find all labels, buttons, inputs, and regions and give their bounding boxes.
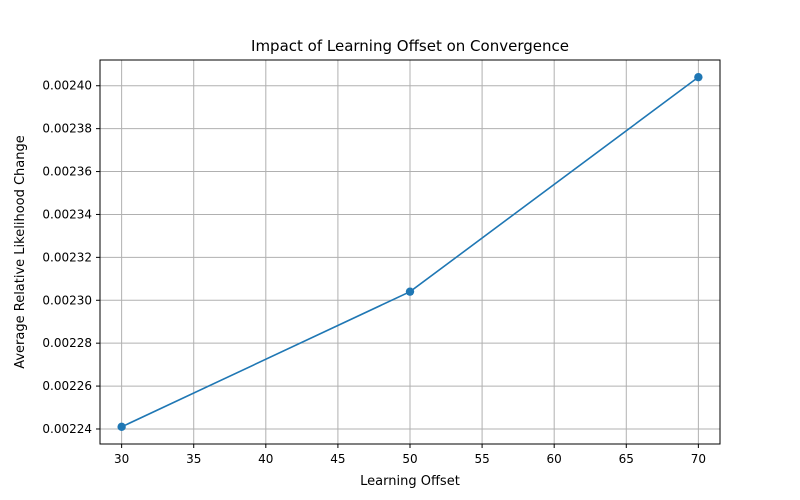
x-axis-ticks: 30 35 40 45 50 55 60 65 70	[114, 444, 706, 466]
x-tick-label: 30	[114, 452, 129, 466]
grid	[100, 60, 720, 444]
y-tick-label: 0.00232	[42, 250, 92, 264]
data-point-marker	[117, 422, 126, 432]
x-tick-label: 70	[691, 452, 706, 466]
y-tick-label: 0.00240	[42, 79, 92, 93]
x-tick-label: 35	[186, 452, 201, 466]
x-tick-label: 65	[619, 452, 634, 466]
x-axis-label: Learning Offset	[360, 474, 460, 489]
x-tick-label: 55	[474, 452, 489, 466]
x-tick-label: 60	[547, 452, 562, 466]
x-tick-label: 45	[330, 452, 345, 466]
y-tick-label: 0.00234	[42, 207, 92, 221]
y-axis-label: Average Relative Likelihood Change	[13, 135, 28, 369]
y-tick-label: 0.00228	[42, 336, 92, 350]
y-tick-label: 0.00224	[42, 422, 92, 436]
y-tick-label: 0.00230	[42, 293, 92, 307]
data-point-marker	[405, 287, 415, 296]
y-tick-label: 0.00236	[42, 165, 92, 179]
y-axis-ticks: 0.00224 0.00226 0.00228 0.00230 0.00232 0.002…	[42, 79, 100, 436]
data-point-marker	[694, 72, 703, 82]
y-tick-label: 0.00226	[42, 379, 92, 393]
x-tick-label: 40	[258, 452, 273, 466]
x-tick-label: 50	[402, 452, 417, 466]
chart-title: Impact of Learning Offset on Convergence	[251, 37, 569, 55]
y-tick-label: 0.00238	[42, 122, 92, 136]
plot-markers	[117, 72, 703, 432]
